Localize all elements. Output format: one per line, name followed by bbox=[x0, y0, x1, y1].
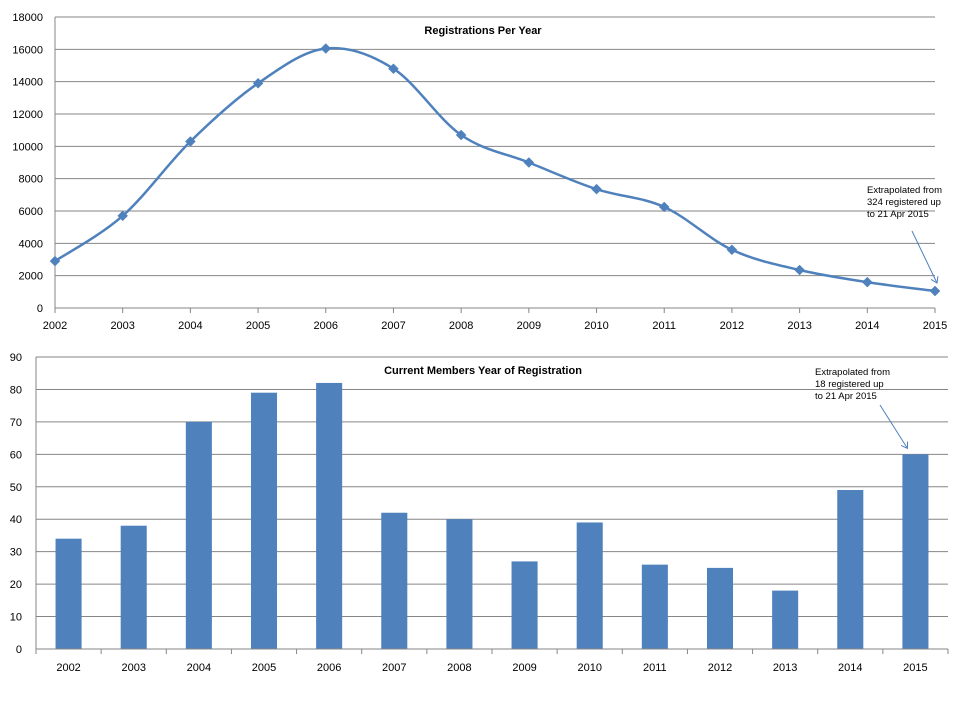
registrations-data-point bbox=[861, 276, 873, 288]
bar-x-tick-label: 2009 bbox=[512, 662, 536, 674]
line-y-tick-label: 18000 bbox=[12, 12, 43, 24]
line-y-tick-label: 8000 bbox=[19, 174, 43, 186]
line-chart-title: Registrations Per Year bbox=[424, 25, 542, 37]
registrations-data-point bbox=[455, 129, 467, 141]
line-annotation-text: 324 registered up bbox=[867, 197, 941, 208]
line-x-tick-label: 2010 bbox=[584, 320, 608, 332]
registrations-data-point bbox=[185, 136, 196, 147]
members-bar bbox=[316, 382, 343, 649]
registrations-data-point bbox=[320, 43, 332, 54]
bar-x-tick-label: 2014 bbox=[838, 662, 862, 674]
bar-annotation-arrow bbox=[879, 404, 907, 448]
bar-y-tick-label: 30 bbox=[10, 547, 22, 559]
members-bar bbox=[837, 490, 864, 649]
registrations-line-chart: Registrations Per Year 0 2000 4000 6000 8000… bbox=[12, 12, 947, 332]
line-y-tick-label: 10000 bbox=[12, 141, 43, 153]
bar-x-tick-label: 2005 bbox=[252, 662, 276, 674]
line-x-tick-label: 2003 bbox=[110, 320, 134, 332]
line-x-tick-label: 2013 bbox=[787, 320, 811, 332]
bar-y-tick-label: 0 bbox=[16, 644, 22, 656]
bar-y-tick-label: 20 bbox=[10, 579, 22, 591]
line-x-tick-label: 2009 bbox=[517, 320, 541, 332]
line-x-tick-label: 2005 bbox=[246, 320, 270, 332]
registrations-data-point bbox=[388, 63, 399, 75]
bar-x-tick-label: 2010 bbox=[577, 662, 601, 674]
registrations-series-line bbox=[54, 46, 936, 293]
bar-x-tick-label: 2012 bbox=[708, 662, 732, 674]
registrations-data-point bbox=[658, 201, 670, 213]
line-y-tick-label: 16000 bbox=[12, 44, 43, 56]
line-x-tick-label: 2007 bbox=[381, 320, 405, 332]
line-x-tick-label: 2006 bbox=[314, 320, 338, 332]
members-bar bbox=[772, 590, 799, 649]
bar-chart-title: Current Members Year of Registration bbox=[384, 365, 582, 377]
line-y-tick-label: 4000 bbox=[19, 238, 43, 250]
bar-annotation-text: Extrapolated from bbox=[815, 367, 890, 378]
bar-x-tick-label: 2003 bbox=[121, 662, 145, 674]
bar-x-tick-label: 2004 bbox=[187, 662, 211, 674]
members-bar bbox=[511, 561, 538, 649]
line-x-tick-label: 2004 bbox=[178, 320, 202, 332]
bar-y-tick-label: 10 bbox=[10, 612, 22, 624]
bar-x-tick-label: 2011 bbox=[643, 662, 667, 674]
registrations-data-point bbox=[523, 157, 535, 168]
members-bar-chart: Current Members Year of Registration 0 10… bbox=[10, 352, 949, 674]
line-x-tick-label: 2008 bbox=[449, 320, 473, 332]
bar-annotation-text: 18 registered up bbox=[815, 379, 884, 390]
registrations-data-point bbox=[794, 264, 805, 276]
bar-y-tick-label: 60 bbox=[10, 449, 22, 461]
members-bar bbox=[120, 525, 147, 649]
line-y-tick-label: 6000 bbox=[19, 206, 43, 218]
bar-y-tick-label: 70 bbox=[10, 417, 22, 429]
members-bar bbox=[250, 392, 278, 649]
registrations-data-point bbox=[726, 244, 738, 256]
line-annotation-text: to 21 Apr 2015 bbox=[867, 209, 929, 220]
line-x-tick-label: 2014 bbox=[855, 320, 879, 332]
bar-y-tick-label: 80 bbox=[10, 384, 22, 396]
bar-x-tick-label: 2008 bbox=[447, 662, 471, 674]
registrations-data-point bbox=[49, 255, 61, 267]
bar-x-tick-label: 2002 bbox=[56, 662, 80, 674]
line-y-tick-label: 2000 bbox=[19, 271, 43, 283]
bar-annotation-text: to 21 Apr 2015 bbox=[815, 391, 877, 402]
registrations-data-point bbox=[252, 77, 264, 89]
members-bar bbox=[641, 564, 668, 649]
members-bar bbox=[446, 519, 473, 649]
members-bar bbox=[381, 512, 408, 649]
bar-y-tick-label: 90 bbox=[10, 352, 22, 364]
bar-y-tick-label: 50 bbox=[10, 482, 22, 494]
members-bar bbox=[576, 522, 603, 649]
members-bar bbox=[185, 421, 212, 649]
registrations-data-point bbox=[591, 183, 602, 195]
line-annotation-arrow bbox=[911, 230, 937, 283]
members-bar bbox=[902, 454, 929, 649]
bar-x-tick-label: 2015 bbox=[903, 662, 927, 674]
registrations-data-point bbox=[929, 285, 941, 297]
members-bar bbox=[706, 567, 734, 649]
bar-x-tick-label: 2006 bbox=[317, 662, 341, 674]
registrations-data-point bbox=[117, 210, 129, 222]
bar-x-tick-label: 2007 bbox=[382, 662, 406, 674]
line-x-tick-label: 2012 bbox=[720, 320, 744, 332]
line-annotation-text: Extrapolated from bbox=[867, 185, 942, 196]
line-x-tick-label: 2015 bbox=[923, 320, 947, 332]
bar-x-tick-label: 2013 bbox=[773, 662, 797, 674]
line-y-tick-label: 12000 bbox=[12, 109, 43, 121]
line-x-tick-label: 2011 bbox=[652, 320, 676, 332]
bar-y-tick-label: 40 bbox=[10, 514, 22, 526]
members-bar bbox=[55, 538, 82, 649]
line-x-tick-label: 2002 bbox=[43, 320, 67, 332]
line-y-tick-label: 0 bbox=[37, 303, 43, 315]
line-y-tick-label: 14000 bbox=[12, 77, 43, 89]
